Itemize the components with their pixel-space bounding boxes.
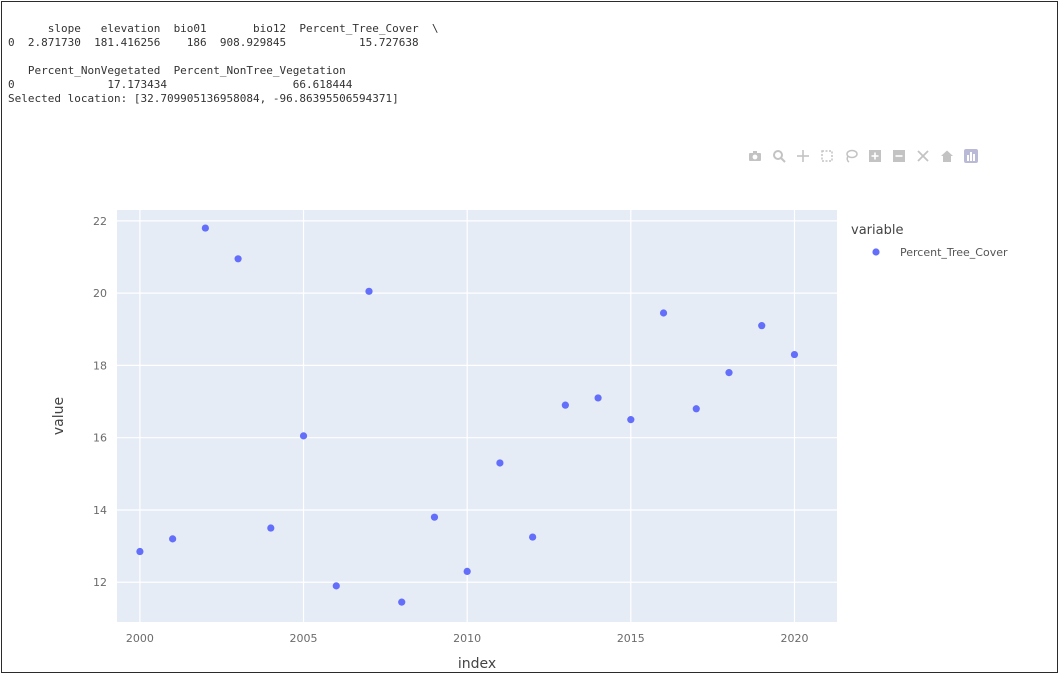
data-point[interactable] xyxy=(790,350,799,359)
y-tick-label: 14 xyxy=(93,504,107,517)
y-tick-label: 22 xyxy=(93,215,107,228)
data-point[interactable] xyxy=(627,416,635,424)
y-tick-label: 20 xyxy=(93,287,107,300)
y-axis-title: value xyxy=(51,397,67,435)
box-select-icon[interactable] xyxy=(819,148,835,164)
x-tick-label: 2015 xyxy=(617,632,645,645)
legend-item-label[interactable]: Percent_Tree_Cover xyxy=(900,246,1008,259)
data-points xyxy=(136,224,799,606)
data-point[interactable] xyxy=(594,394,602,402)
data-point[interactable] xyxy=(365,287,373,295)
zoom-in-icon[interactable] xyxy=(867,148,883,164)
console-line: slope elevation bio01 bio12 Percent_Tree… xyxy=(8,22,439,35)
data-point[interactable] xyxy=(463,567,471,576)
legend-title: variable xyxy=(851,223,903,238)
console-line: 0 17.173434 66.618444 xyxy=(8,78,353,91)
data-point[interactable] xyxy=(234,255,242,263)
zoom-icon[interactable] xyxy=(771,148,787,164)
data-point[interactable] xyxy=(561,401,569,409)
x-axis-title: index xyxy=(458,656,496,672)
data-point[interactable] xyxy=(725,369,733,377)
data-point[interactable] xyxy=(267,524,275,532)
home-icon[interactable] xyxy=(939,148,955,164)
y-tick-label: 12 xyxy=(93,576,107,589)
autoscale-icon[interactable] xyxy=(915,148,931,164)
legend: variable Percent_Tree_Cover xyxy=(851,223,1008,259)
x-tick-label: 2020 xyxy=(780,632,808,645)
data-point[interactable] xyxy=(398,598,406,606)
x-tick-label: 2000 xyxy=(126,632,154,645)
data-point[interactable] xyxy=(758,322,766,330)
data-point[interactable] xyxy=(136,547,144,556)
pan-icon[interactable] xyxy=(795,148,811,164)
x-tick-label: 2005 xyxy=(290,632,318,645)
data-point[interactable] xyxy=(659,309,668,317)
plotly-logo-icon[interactable] xyxy=(963,148,979,164)
data-point[interactable] xyxy=(496,459,504,467)
lasso-icon[interactable] xyxy=(843,148,859,164)
plot-modebar xyxy=(747,146,979,166)
data-point[interactable] xyxy=(529,533,537,541)
data-point[interactable] xyxy=(169,535,177,543)
data-point[interactable] xyxy=(430,513,439,521)
console-output: slope elevation bio01 bio12 Percent_Tree… xyxy=(8,22,438,106)
x-tick-labels: 2000 2005 2010 2015 2020 xyxy=(126,632,809,645)
console-line: Percent_NonVegetated Percent_NonTree_Veg… xyxy=(8,64,346,77)
data-point[interactable] xyxy=(692,405,700,413)
camera-icon[interactable] xyxy=(747,148,763,164)
y-tick-label: 16 xyxy=(93,432,107,445)
data-point[interactable] xyxy=(332,582,340,590)
x-tick-label: 2010 xyxy=(453,632,481,645)
zoom-out-icon[interactable] xyxy=(891,148,907,164)
plot-area xyxy=(117,210,837,622)
y-tick-label: 18 xyxy=(93,359,107,372)
console-line: 0 2.871730 181.416256 186 908.929845 15.… xyxy=(8,36,419,49)
data-point[interactable] xyxy=(201,224,209,232)
legend-marker[interactable] xyxy=(872,248,880,256)
data-point[interactable] xyxy=(299,432,308,440)
console-line: Selected location: [32.709905136958084, … xyxy=(8,92,399,105)
y-tick-labels: 12 14 16 18 20 22 xyxy=(93,215,107,589)
